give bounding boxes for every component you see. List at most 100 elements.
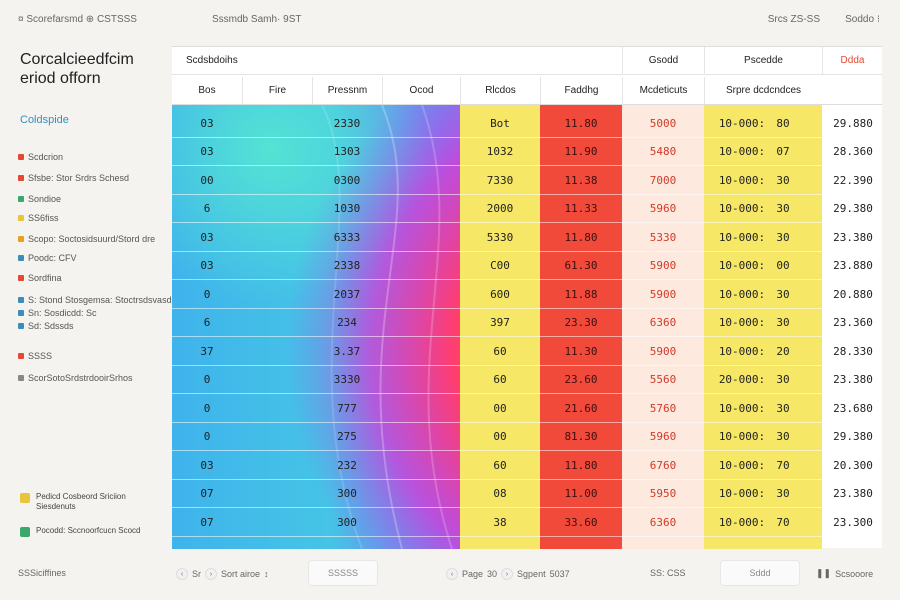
row-divider xyxy=(172,393,882,394)
column-header[interactable]: Srpre dcdcndces xyxy=(704,77,822,104)
column-header[interactable]: Pressnm xyxy=(312,77,382,104)
sidebar-item[interactable]: Poodc: CFV xyxy=(18,253,77,263)
row-divider xyxy=(172,307,882,309)
sidebar-section-heading[interactable]: Coldspide xyxy=(20,114,69,126)
table-row[interactable]: 0 275 00 81.30 5960 10-000: 30 29.380 xyxy=(172,423,882,451)
table-cell: 11.80 xyxy=(564,116,598,130)
top-center-text[interactable]: Sssmdb Samh· 9ST xyxy=(212,14,302,25)
table-row[interactable]: 03 6333 5330 11.80 5330 10-000: 30 23.380 xyxy=(172,223,882,252)
table-cell: 00 xyxy=(493,401,507,415)
top-right-text[interactable]: Srcs ZS-SS xyxy=(767,14,820,25)
sidebar-item-label: Sn: Sosdicdd: Sc xyxy=(28,308,97,318)
table-cell: 3330 xyxy=(333,373,361,387)
table-cell: 29.380 xyxy=(833,202,873,216)
table-cell: 5960 xyxy=(649,430,677,444)
top-menu-text[interactable]: Soddo ⁝ xyxy=(845,14,880,25)
header-row: Bos Fire Pressnm Ocod Rlcdos Faddhg Mcde… xyxy=(172,77,882,105)
table-cell: 10-000: xyxy=(718,401,766,415)
column-header[interactable]: Bos xyxy=(198,85,216,96)
table-row[interactable]: 03 1303 1032 11.90 5480 10-000: 07 28.360 xyxy=(172,138,882,166)
table-row[interactable]: 07 300 08 11.00 5950 10-000: 30 23.380 xyxy=(172,480,882,508)
row-divider xyxy=(172,250,882,252)
footer-button-1[interactable]: SSSSS xyxy=(308,560,378,586)
sidebar-item[interactable]: SSSS xyxy=(18,351,52,361)
top-left-text[interactable]: ¤ Scorefarsmd ⊕ CSTSSS xyxy=(18,14,137,25)
table-cell: 33.60 xyxy=(564,515,598,529)
header-group-2[interactable]: Gsodd xyxy=(622,47,704,74)
column-header[interactable]: Faddhg xyxy=(540,77,622,104)
sidebar-item[interactable]: Sn: Sosdicdd: Sc xyxy=(18,308,97,318)
table-cell: 11.80 xyxy=(564,458,598,472)
sidebar-item[interactable]: Scdcrion xyxy=(18,152,63,162)
table-cell: 07 xyxy=(776,145,790,159)
page-label: Page xyxy=(462,569,484,579)
table-cell: 600 xyxy=(490,287,510,301)
sidebar-item[interactable]: Sondioe xyxy=(18,194,61,204)
table-cell: 00 xyxy=(200,173,214,187)
table-cell: 07 xyxy=(200,515,214,529)
footer-button-2[interactable]: Sddd xyxy=(720,560,800,586)
sidebar-item[interactable]: Sfsbe: Stor Srdrs Schesd xyxy=(18,173,129,183)
pager-label-b[interactable]: Sort airoe xyxy=(221,569,261,579)
sidebar-item[interactable]: ScorSotoSrdstrdooirSrhos xyxy=(18,373,133,383)
table-cell: Bot xyxy=(490,116,510,130)
sidebar-item[interactable]: Sd: Sdssds xyxy=(18,321,74,331)
chevron-right-icon[interactable]: › xyxy=(205,568,217,580)
table-cell: 10-000: xyxy=(718,487,766,501)
table-cell: 2338 xyxy=(333,259,361,273)
column-band-yellow-2 xyxy=(704,105,822,549)
column-header[interactable]: Rlcdos xyxy=(460,77,540,104)
table-row[interactable]: 07 300 38 33.60 6360 10-000: 70 23.300 xyxy=(172,508,882,537)
table-row[interactable]: 6 1030 2000 11.33 5960 10-000: 30 29.380 xyxy=(172,195,882,223)
table-row[interactable]: 6 234 397 23.30 6360 10-000: 30 23.360 xyxy=(172,309,882,337)
sort-icon[interactable]: ↕ xyxy=(264,569,269,579)
column-header[interactable]: Ocod xyxy=(382,77,460,104)
table-cell: 10-000: xyxy=(718,430,766,444)
table-cell: 7330 xyxy=(486,173,514,187)
row-divider xyxy=(172,421,882,423)
table-row[interactable]: 00 0300 7330 11.38 7000 10-000: 30 22.390 xyxy=(172,166,882,195)
table-cell: 5900 xyxy=(649,287,677,301)
table-row[interactable]: 0 777 00 21.60 5760 10-000: 30 23.680 xyxy=(172,394,882,423)
table-row[interactable]: 03 2338 C00 61.30 5900 10-000: 00 23.880 xyxy=(172,252,882,280)
sidebar-item-label: S: Stond Stosgemsa: Stoctrsdsvasd xyxy=(28,295,172,305)
chevron-right-icon[interactable]: › xyxy=(501,568,514,580)
table-cell: 23.880 xyxy=(833,259,873,273)
page-number[interactable]: 30 xyxy=(487,569,498,579)
bullet-icon xyxy=(18,323,24,329)
table-cell: 80 xyxy=(776,116,790,130)
sidebar-item[interactable]: SS6fiss xyxy=(18,213,59,223)
table-cell: 03 xyxy=(200,458,214,472)
table-cell: 1032 xyxy=(486,145,514,159)
sidebar-item[interactable]: Scopo: Soctosidsuurd/Stord dre xyxy=(18,234,155,244)
bullet-icon xyxy=(18,175,24,181)
table-cell: 5960 xyxy=(649,202,677,216)
page-navigator: ‹ Page 30 › Sgpent 5037 xyxy=(446,568,570,580)
table-row[interactable]: 37 3.37 60 11.30 5900 10-000: 20 28.330 xyxy=(172,337,882,366)
table-row[interactable]: 03 232 60 11.80 6760 10-000: 70 20.300 xyxy=(172,451,882,480)
chevron-left-icon[interactable]: ‹ xyxy=(446,568,458,580)
table-row[interactable]: 0 2037 600 11.88 5900 10-000: 30 20.880 xyxy=(172,280,882,309)
sidebar-item[interactable]: Sordfina xyxy=(18,273,62,283)
footer-left-text[interactable]: SSSiciffines xyxy=(18,568,66,578)
table-row[interactable]: 03 2330 Bot 11.80 5000 10-000: 80 29.880 xyxy=(172,109,882,138)
sidebar-item-label: Scopo: Soctosidsuurd/Stord dre xyxy=(28,234,156,244)
table-cell: 10-000: xyxy=(718,259,766,273)
pause-icon[interactable]: ❚❚ xyxy=(816,568,832,578)
footer-right-label[interactable]: Scsooore xyxy=(835,568,874,579)
table-cell: 60 xyxy=(493,373,507,387)
column-header[interactable]: Mcdeticuts xyxy=(622,77,704,104)
table-cell: 10-000: xyxy=(718,458,766,472)
chevron-left-icon[interactable]: ‹ xyxy=(176,568,188,580)
header-group-3[interactable]: Pscedde xyxy=(704,47,822,74)
table-row[interactable]: 0 3330 60 23.60 5560 20-000: 30 23.380 xyxy=(172,366,882,394)
header-group-4[interactable]: Ddda xyxy=(822,47,882,74)
table-cell: 03 xyxy=(200,230,214,244)
bullet-icon xyxy=(18,275,24,281)
header-group-1[interactable]: Scdsbdoihs xyxy=(186,55,238,66)
sidebar-item[interactable]: S: Stond Stosgemsa: Stoctrsdsvasd xyxy=(18,295,172,305)
goto-field[interactable]: SS: CSS xyxy=(650,568,686,578)
table-cell: 232 xyxy=(337,458,357,472)
column-header[interactable]: Fire xyxy=(242,77,312,104)
table-cell: 10-000: xyxy=(718,116,766,130)
